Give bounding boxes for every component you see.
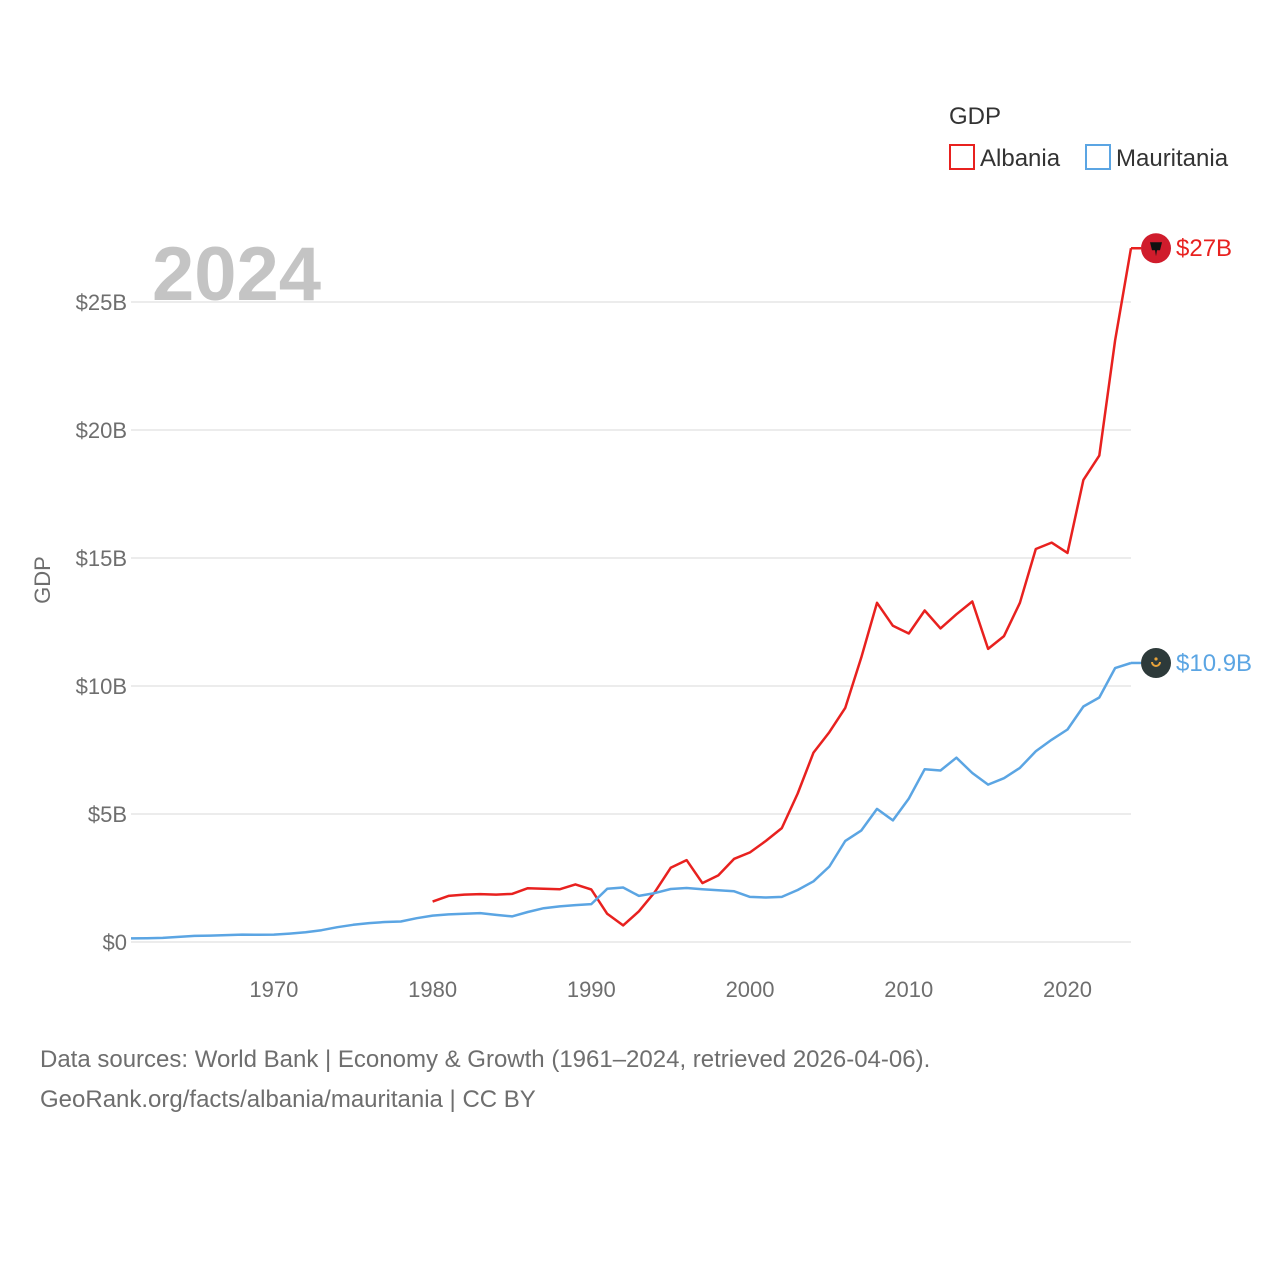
y-tick-label: $0 [103,930,127,955]
source-note: Data sources: World Bank | Economy & Gro… [40,1040,1240,1120]
source-line-2[interactable]: GeoRank.org/facts/albania/mauritania | C… [40,1086,536,1113]
source-line-1: Data sources: World Bank | Economy & Gro… [40,1046,931,1073]
mauritania-end-label: $10.9B [1176,650,1252,677]
series-line-mauritania[interactable] [130,661,1132,940]
y-tick-label: $10B [76,674,127,699]
y-tick-label: $25B [76,290,127,315]
x-tick-label: 1990 [567,977,616,1002]
legend-item-mauritania[interactable]: Mauritania [1085,144,1229,172]
legend-label-mauritania: Mauritania [1116,145,1229,172]
series-line-albania[interactable] [432,247,1133,927]
mauritania-star-icon [1154,657,1158,661]
mauritania-end-marker: $10.9B [1141,647,1252,678]
x-tick-label: 2010 [884,977,933,1002]
y-tick-label: $5B [88,802,127,827]
series-end-markers: $27B $10.9B [1141,233,1252,678]
legend-swatch-mauritania [1085,144,1111,170]
y-tick-label: $15B [76,546,127,571]
x-tick-label: 2000 [726,977,775,1002]
legend-swatch-albania [949,144,975,170]
x-tick-label: 1970 [249,977,298,1002]
albania-end-marker: $27B [1141,233,1232,264]
x-tick-label: 1980 [408,977,457,1002]
albania-end-label: $27B [1176,235,1232,262]
x-tick-label: 2020 [1043,977,1092,1002]
y-axis-ticks: $0 $5B $10B $15B $20B $25B [76,290,127,955]
year-watermark: 2024 [152,232,321,317]
legend-title: GDP [949,103,1001,130]
gridlines [131,301,1131,943]
x-axis-ticks: 1970 1980 1990 2000 2010 2020 [249,977,1092,1002]
legend-label-albania: Albania [980,145,1061,172]
mauritania-flag-icon [1141,647,1171,678]
series-lines [130,246,1141,940]
legend: GDP Albania Mauritania [949,103,1229,172]
albania-eagle-icon [1150,242,1162,257]
y-axis-label: GDP [30,556,55,604]
mauritania-crescent-icon [1151,661,1161,667]
legend-item-albania[interactable]: Albania [949,144,1061,172]
gdp-line-chart: 2024 $0 $5B $10B $15B $20B $25B 1970 1980 1990 2… [30,103,1252,1002]
y-tick-label: $20B [76,418,127,443]
